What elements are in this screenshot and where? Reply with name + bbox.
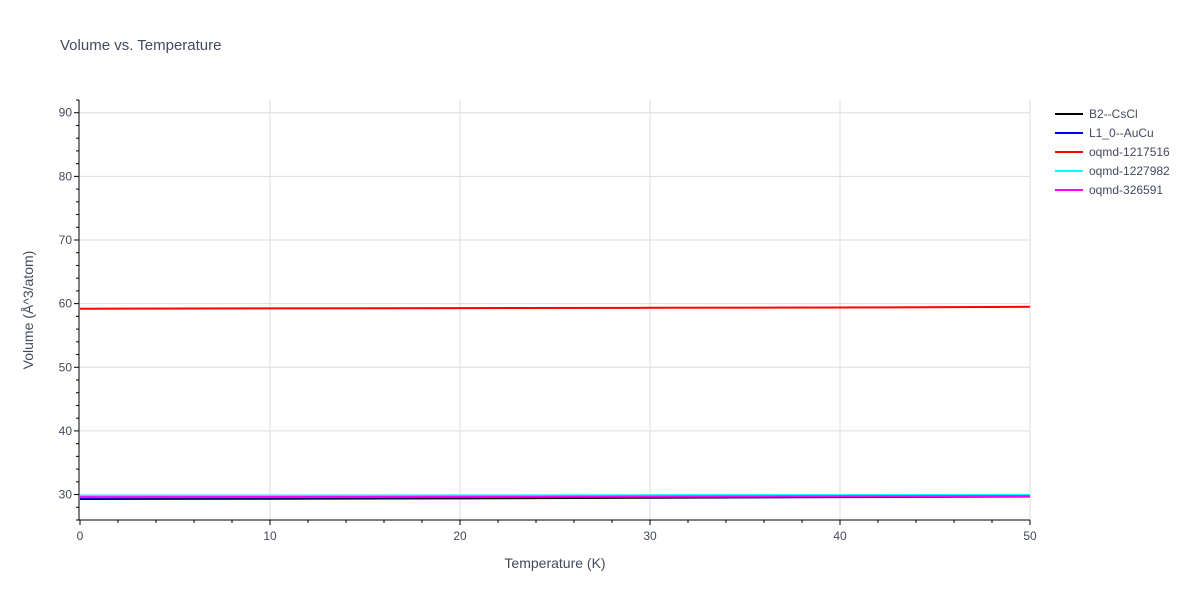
x-tick-label: 10 [263,529,277,543]
y-tick-label: 40 [59,424,73,438]
legend-label: oqmd-1227982 [1089,164,1170,178]
y-tick-label: 50 [59,360,73,374]
y-tick-label: 90 [59,106,73,120]
x-tick-label: 20 [453,529,467,543]
series-line-oqmd-326591 [79,495,1031,499]
legend-label: oqmd-326591 [1089,183,1163,197]
legend-item[interactable]: oqmd-326591 [1055,183,1163,197]
y-axis-title: Volume (Å^3/atom) [20,251,36,370]
series-line-oqmd-1227982 [79,493,1031,497]
y-tick-label: 70 [59,233,73,247]
legend-item[interactable]: oqmd-1227982 [1055,164,1170,178]
y-tick-label: 60 [59,297,73,311]
axes: 30 40 50 60 70 80 90 0 10 20 30 40 50 [59,99,1037,543]
legend-item[interactable]: B2--CsCl [1055,107,1138,121]
legend: B2--CsCl L1_0--AuCu oqmd-1217516 oqmd-12279… [1055,107,1170,197]
y-tick-label: 80 [59,169,73,183]
y-tick-label: 30 [59,488,73,502]
legend-item[interactable]: L1_0--AuCu [1055,126,1154,140]
series-line-oqmd-1217516 [79,305,1031,310]
legend-label: L1_0--AuCu [1089,126,1154,140]
legend-label: oqmd-1217516 [1089,145,1170,159]
chart-title: Volume vs. Temperature [60,37,221,54]
x-tick-label: 0 [77,529,84,543]
legend-label: B2--CsCl [1089,107,1138,121]
x-tick-label: 50 [1023,529,1037,543]
series-lines [79,305,1031,500]
x-tick-label: 30 [643,529,657,543]
grid [80,100,1031,520]
legend-item[interactable]: oqmd-1217516 [1055,145,1170,159]
x-axis-title: Temperature (K) [504,555,605,571]
x-tick-label: 40 [833,529,847,543]
